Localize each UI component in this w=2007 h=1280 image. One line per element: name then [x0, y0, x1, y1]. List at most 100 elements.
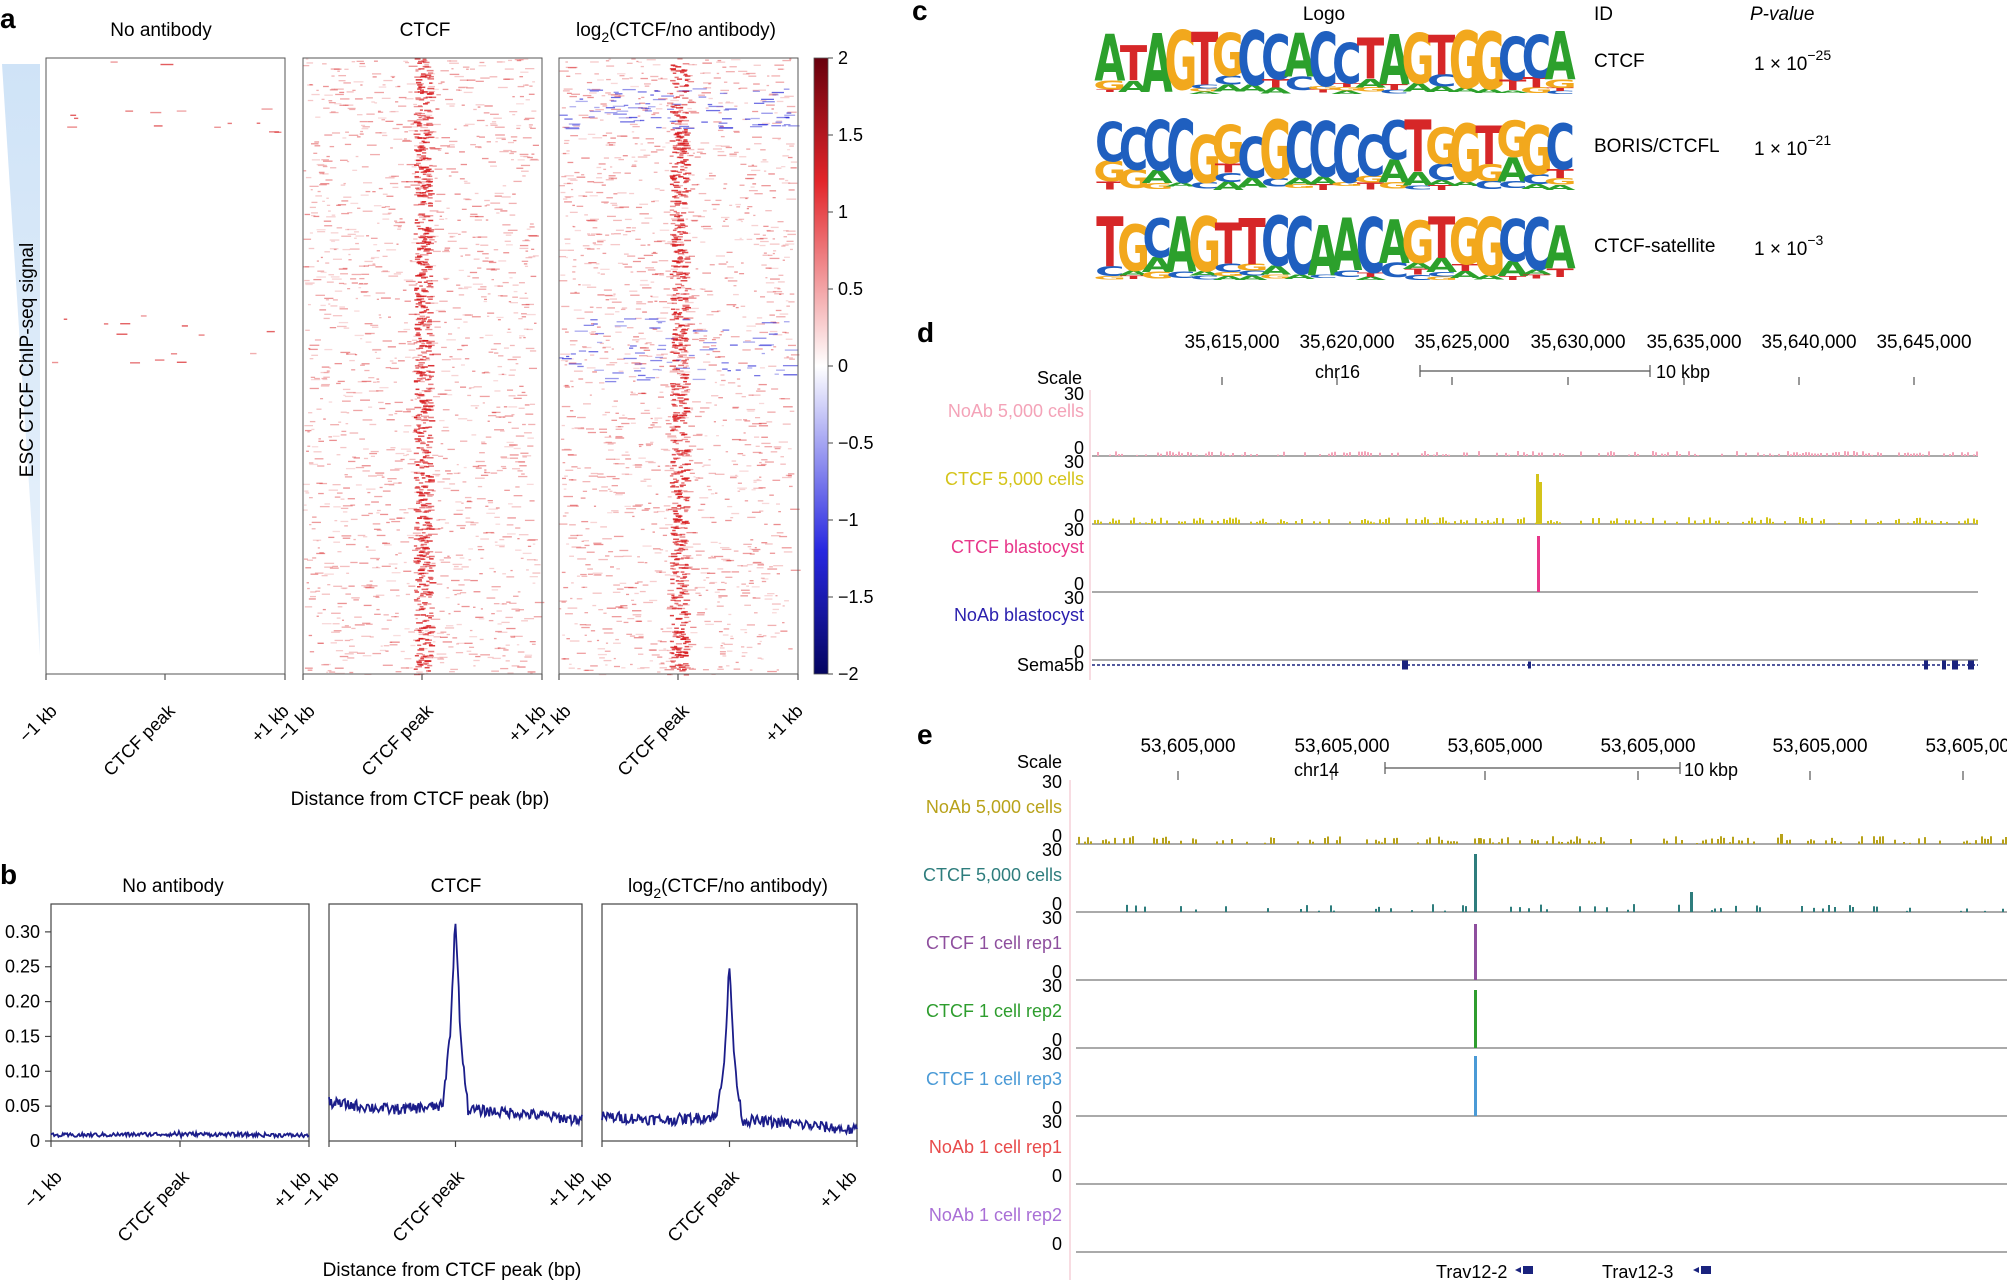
- heatmap-cell: [341, 200, 349, 202]
- heatmap-peak-cell: [424, 452, 429, 454]
- heatmap-cell: [783, 357, 793, 359]
- logo-letter: G: [1093, 78, 1126, 92]
- heatmap-cell: [356, 60, 364, 63]
- heatmap-cell: [600, 526, 607, 528]
- heatmap-cell: [524, 265, 529, 268]
- heatmap-peak-cell: [676, 111, 682, 113]
- heatmap-cell: [641, 392, 646, 395]
- heatmap-peak-cell: [427, 197, 433, 199]
- heatmap-cell: [512, 356, 521, 358]
- heatmap-cell: [331, 240, 336, 243]
- heatmap-cell: [669, 371, 679, 373]
- heatmap-cell: [328, 436, 333, 438]
- heatmap-cell: [333, 630, 342, 632]
- heatmap-peak-cell: [426, 625, 432, 627]
- logo-letter: C: [1261, 203, 1290, 282]
- heatmap-cell: [422, 632, 425, 634]
- heatmap-peak-cell: [413, 204, 419, 206]
- heatmap-cell: [477, 146, 482, 149]
- track-name: CTCF blastocyst: [951, 537, 1084, 557]
- heatmap-cell: [581, 586, 585, 589]
- heatmap-cell-negative: [590, 319, 598, 321]
- heatmap-cell: [692, 434, 703, 437]
- heatmap-cell: [744, 102, 749, 104]
- heatmap-cell: [700, 152, 707, 155]
- heatmap-cell: [606, 197, 613, 199]
- heatmap-peak-cell: [681, 589, 687, 591]
- heatmap-peak-cell: [670, 111, 676, 113]
- heatmap-cell: [704, 290, 713, 292]
- heatmap-cell: [372, 381, 377, 383]
- coordinate-label: 35,645,000: [1876, 332, 1971, 353]
- heatmap-peak-cell: [679, 233, 683, 235]
- heatmap-cell: [305, 58, 309, 60]
- heatmap-cell: [500, 465, 507, 468]
- heatmap-peak-cell: [670, 667, 677, 669]
- heatmap-cell-negative: [772, 94, 779, 96]
- heatmap-cell: [441, 359, 451, 361]
- heatmap-peak-cell: [418, 659, 425, 662]
- heatmap-peak-cell: [683, 590, 689, 593]
- heatmap-cell: [607, 443, 614, 445]
- heatmap-cell: [505, 644, 510, 646]
- heatmap-cell: [528, 539, 538, 541]
- heatmap-cell: [397, 226, 402, 228]
- heatmap-cell: [564, 384, 569, 387]
- heatmap-peak-cell: [681, 470, 686, 472]
- heatmap-cell: [458, 233, 461, 236]
- heatmap-cell-negative: [744, 118, 751, 120]
- heatmap-no-antibody: [51, 61, 282, 364]
- heatmap-peak-cell: [413, 180, 421, 183]
- heatmap-peak-cell: [427, 242, 434, 245]
- heatmap-peak-cell: [414, 219, 419, 221]
- heatmap-peak-cell: [676, 226, 682, 229]
- heatmap-cell-negative: [588, 351, 599, 353]
- heatmap-cell: [561, 305, 570, 308]
- heatmap-peak-cell: [416, 377, 422, 380]
- heatmap-peak-cell: [684, 84, 689, 86]
- heatmap-cell: [779, 535, 788, 538]
- heatmap-cell: [345, 422, 349, 425]
- heatmap-cell: [351, 273, 362, 276]
- heatmap-cell: [722, 634, 729, 636]
- heatmap-cell: [571, 582, 574, 584]
- heatmap-cell: [611, 405, 618, 408]
- heatmap-cell: [354, 237, 357, 239]
- heatmap-cell: [476, 135, 480, 138]
- heatmap-cell: [513, 290, 518, 293]
- heatmap-peak-cell: [671, 484, 676, 487]
- heatmap-cell: [406, 408, 415, 410]
- heatmap-cell: [625, 230, 632, 233]
- heatmap-cell: [634, 647, 643, 649]
- heatmap-cell: [372, 652, 382, 655]
- heatmap-cell: [402, 140, 412, 142]
- heatmap-cell: [667, 416, 671, 418]
- heatmap-cell: [449, 60, 458, 62]
- heatmap-cell: [752, 597, 756, 599]
- heatmap-peak-cell: [670, 64, 676, 66]
- heatmap-cell: [336, 325, 347, 328]
- track-name: NoAb 5,000 cells: [926, 797, 1062, 817]
- heatmap-cell: [508, 202, 517, 205]
- heatmap-cell: [606, 142, 610, 144]
- heatmap-cell: [324, 94, 333, 96]
- heatmap-cell: [781, 165, 786, 168]
- heatmap-cell: [565, 613, 573, 615]
- heatmap-peak-cell: [414, 164, 419, 166]
- heatmap-cell: [708, 459, 711, 461]
- logo-letter: C: [1308, 274, 1337, 279]
- heatmap-cell: [454, 75, 464, 78]
- heatmap-cell: [428, 85, 436, 88]
- heatmap-cell: [419, 181, 428, 183]
- heatmap-cell: [605, 664, 608, 666]
- heatmap-cell-negative: [699, 349, 714, 351]
- heatmap-peak-cell: [419, 168, 424, 170]
- heatmap-cell: [419, 216, 427, 218]
- heatmap-cell: [364, 260, 373, 263]
- heatmap-cell: [771, 108, 774, 110]
- heatmap-cell: [376, 608, 380, 611]
- heatmap-cell: [354, 616, 362, 618]
- heatmap-cell: [605, 60, 610, 62]
- heatmap-cell-negative: [771, 91, 784, 94]
- heatmap-cell-negative: [635, 103, 641, 105]
